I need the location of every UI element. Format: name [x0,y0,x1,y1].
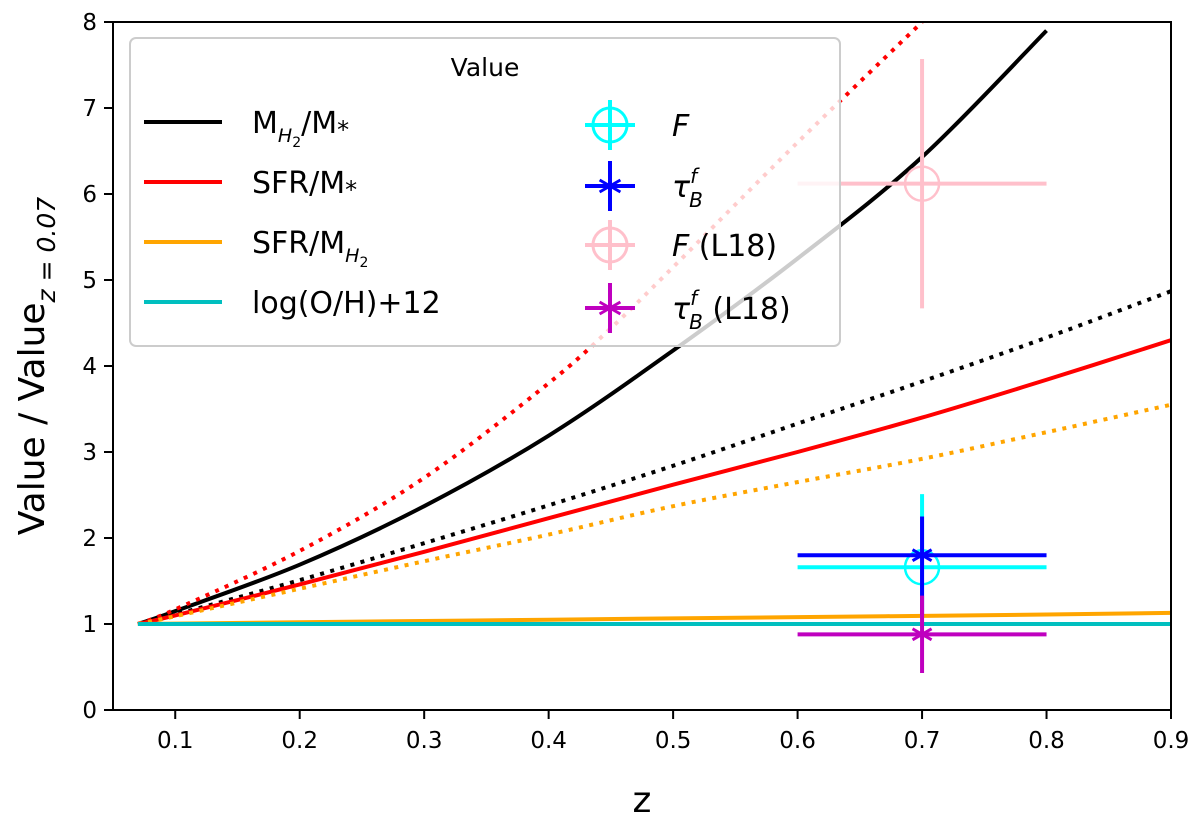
x-tick-label: 0.1 [157,728,194,754]
x-tick-label: 0.3 [406,728,443,754]
y-tick-label: 8 [82,10,97,36]
legend-entry-F_L18: F (L18) [585,220,777,270]
y-tick-label: 0 [82,698,97,724]
legend-label: log(O/H)+12 [252,286,441,321]
y-tick-label: 6 [82,182,97,208]
x-axis-label: z [633,780,652,821]
legend-entry-logoh: log(O/H)+12 [144,286,441,321]
x-tick-label: 0.2 [281,728,318,754]
x-tick-label: 0.7 [904,728,941,754]
x-tick-label: 0.5 [655,728,692,754]
series-line-1 [137,289,1171,626]
legend-title: Value [451,53,520,82]
legend-entry-tau_L18: τfB​ (L18) [585,283,791,334]
legend-label: SFR/M* [252,166,357,204]
legend-label: MH2​/M* [252,106,349,151]
series-line-0 [137,29,1048,626]
legend-label: τfB​ (L18) [672,286,791,334]
legend-box [129,37,841,347]
x-tick-label: 0.4 [530,728,567,754]
y-axis-label: Value / Valuez = 0.07 [12,197,61,535]
legend: Value MH2​/M* SFR/M* SFR/MH2​ log(O/H)+12 F… [129,37,841,347]
y-tick-label: 3 [82,440,97,466]
legend-label: SFR/MH2​ [252,226,368,271]
plot-area [137,22,1171,626]
series-line-5 [137,402,1171,626]
legend-entry-mh2_mstar: MH2​/M* [144,106,349,151]
legend-entry-sfr_mstar: SFR/M* [144,166,357,204]
y-tick-label: 1 [82,612,97,638]
legend-entry-F: F [585,100,690,150]
point-3 [797,595,1047,674]
x-tick-label: 0.9 [1153,728,1190,754]
x-tick-label: 0.8 [1028,728,1065,754]
y-tick-label: 2 [82,526,97,552]
x-axis: 0.1 0.2 0.3 0.4 0.5 0.6 0.7 0.8 0.9 [157,710,1189,754]
legend-entry-sfr_mh2: SFR/MH2​ [144,226,368,271]
legend-label: F [672,109,690,144]
y-tick-label: 7 [82,96,97,122]
series-line-3 [137,22,924,626]
legend-label: τfB​ [672,164,703,212]
y-axis: 0 1 2 3 4 5 6 7 8 [82,10,113,724]
svg-text:Value / Valuez = 0.07: Value / Valuez = 0.07 [12,197,61,535]
series-line-2 [137,338,1171,626]
legend-label: F (L18) [672,229,777,264]
legend-entry-tau: τfB​ [585,161,703,212]
y-tick-label: 5 [82,268,97,294]
x-tick-label: 0.6 [779,728,816,754]
y-tick-label: 4 [82,354,97,380]
